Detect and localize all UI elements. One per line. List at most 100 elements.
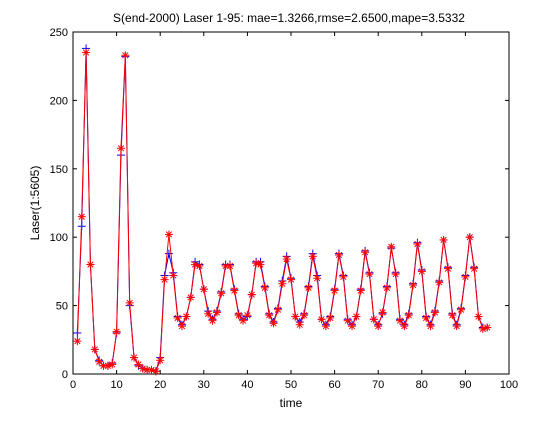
data-point	[247, 290, 256, 299]
y-tick-label: 0	[62, 369, 68, 381]
data-point	[426, 322, 435, 331]
y-tick-label: 150	[50, 164, 68, 176]
data-point	[234, 311, 243, 320]
data-point	[195, 261, 204, 270]
data-point	[239, 316, 248, 325]
data-point	[483, 323, 492, 332]
y-tick-label: 250	[50, 27, 68, 39]
data-point	[217, 289, 226, 298]
data-point	[300, 311, 309, 320]
x-tick-label: 90	[459, 379, 471, 391]
y-axis-label: Laser(1:5605)	[28, 166, 42, 241]
x-tick-label: 50	[285, 379, 297, 391]
data-point	[212, 308, 221, 317]
data-point	[204, 309, 213, 318]
data-point	[396, 316, 404, 325]
series-layer	[73, 44, 492, 376]
data-point	[108, 360, 117, 369]
x-axis-label: time	[280, 396, 303, 410]
data-point	[391, 270, 400, 279]
data-point	[435, 278, 444, 287]
data-point	[400, 322, 409, 331]
x-tick-label: 60	[328, 379, 340, 391]
data-point	[199, 285, 208, 294]
plot-area	[72, 31, 510, 376]
data-point	[208, 316, 217, 325]
data-point	[365, 270, 374, 279]
data-point	[82, 48, 91, 57]
data-point	[164, 249, 173, 258]
data-point	[304, 283, 313, 292]
data-point	[343, 316, 352, 325]
data-point	[369, 315, 378, 324]
data-point	[461, 272, 470, 281]
data-point	[330, 286, 339, 295]
y-tick-label: 200	[50, 95, 68, 107]
data-point	[448, 311, 457, 320]
data-point	[130, 353, 139, 362]
data-point	[452, 322, 461, 331]
data-point	[112, 327, 121, 336]
x-axis: 0 10 20 30 40 50 60 70 80 90 100	[70, 32, 518, 391]
data-point	[225, 261, 234, 270]
data-point	[474, 312, 483, 321]
data-point	[313, 274, 322, 283]
data-point	[295, 320, 304, 329]
series-2	[73, 48, 492, 376]
data-point	[169, 271, 178, 280]
data-point	[291, 312, 300, 321]
data-point	[156, 356, 165, 365]
x-tick-label: 20	[154, 379, 166, 391]
data-point	[182, 312, 191, 321]
data-point	[334, 250, 343, 259]
data-point	[326, 313, 335, 322]
x-tick-label: 30	[198, 379, 210, 391]
x-tick-label: 10	[110, 379, 122, 391]
data-point	[186, 293, 195, 302]
data-point	[116, 144, 125, 153]
data-point	[125, 298, 134, 307]
y-tick-label: 100	[50, 232, 68, 244]
data-point	[260, 283, 269, 292]
data-point	[443, 264, 452, 273]
data-point	[265, 311, 274, 320]
y-tick-label: 50	[56, 301, 68, 313]
data-point	[404, 311, 413, 320]
x-tick-label: 100	[500, 379, 518, 391]
data-point	[374, 322, 383, 331]
data-point	[378, 308, 387, 317]
data-point	[269, 319, 278, 328]
data-point	[321, 322, 330, 331]
x-tick-label: 40	[241, 379, 253, 391]
x-tick-label: 80	[416, 379, 428, 391]
data-point	[287, 275, 295, 284]
data-point	[90, 345, 99, 354]
data-point	[417, 267, 426, 276]
data-point	[256, 260, 265, 269]
data-point	[230, 286, 239, 295]
chart-title: S(end-2000) Laser 1-95: mae=1.3266,rmse=…	[113, 11, 465, 25]
data-point	[422, 313, 431, 322]
data-point	[121, 51, 130, 60]
data-point	[178, 322, 186, 331]
data-point	[439, 235, 448, 244]
data-point	[361, 248, 370, 257]
data-point	[413, 240, 422, 249]
data-point	[356, 286, 365, 295]
plot-frame	[72, 31, 510, 375]
data-point	[160, 275, 169, 284]
data-point	[164, 230, 173, 239]
data-point	[430, 308, 439, 317]
data-point	[339, 272, 348, 281]
data-point	[73, 337, 82, 346]
data-point	[308, 252, 317, 261]
x-tick-label: 70	[372, 379, 384, 391]
data-point	[173, 313, 182, 322]
data-point	[317, 315, 326, 324]
data-point	[348, 322, 357, 331]
data-point	[352, 312, 361, 321]
data-point	[273, 305, 282, 314]
data-point	[382, 283, 391, 292]
